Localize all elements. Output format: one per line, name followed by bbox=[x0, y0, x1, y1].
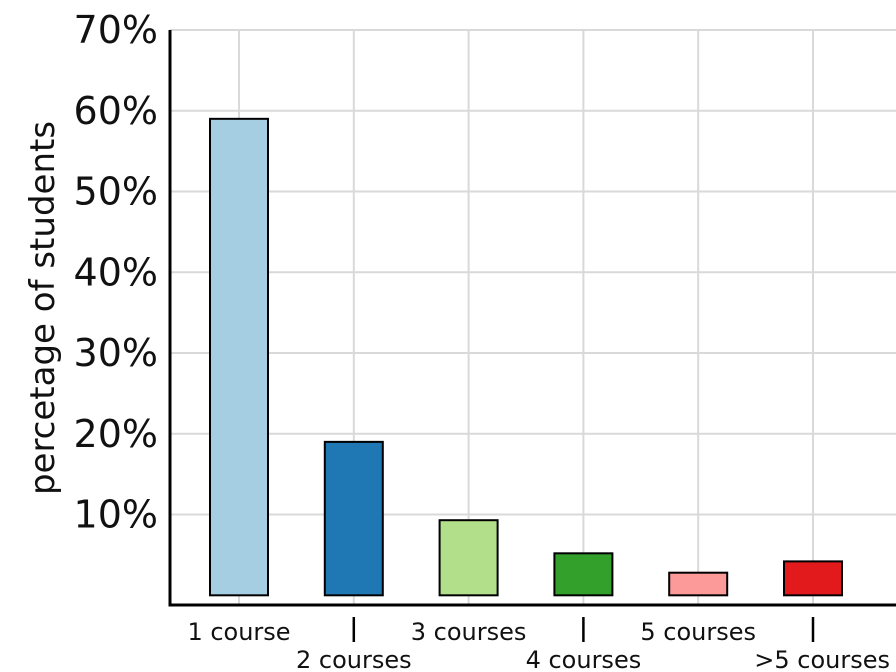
x-tick-label: 4 courses bbox=[526, 646, 642, 672]
y-tick-label: 70% bbox=[74, 8, 158, 52]
x-tick-label: 1 course bbox=[187, 618, 290, 646]
y-tick-label: 20% bbox=[74, 412, 158, 456]
y-tick-label: 40% bbox=[74, 250, 158, 294]
y-tick-label: 60% bbox=[74, 89, 158, 133]
bar bbox=[668, 571, 729, 597]
bar bbox=[323, 440, 384, 597]
y-axis-label: percetage of students bbox=[23, 121, 63, 495]
x-tick-label: 3 courses bbox=[411, 618, 527, 646]
y-tick-label: 50% bbox=[74, 170, 158, 214]
bar bbox=[553, 552, 614, 597]
axes bbox=[168, 30, 896, 607]
grid-lines bbox=[170, 29, 896, 605]
y-tick-labels: 10% 20% 30% 40% 50% 60% 70% bbox=[74, 8, 158, 537]
x-tick-label: >5 courses bbox=[754, 646, 890, 672]
bar bbox=[783, 560, 843, 597]
y-tick-label: 10% bbox=[74, 493, 158, 537]
y-tick-label: 30% bbox=[74, 331, 158, 375]
x-tick-label: 5 courses bbox=[640, 618, 756, 646]
x-tick-label: 2 courses bbox=[296, 646, 412, 672]
bar bbox=[438, 519, 499, 597]
bars bbox=[209, 117, 843, 597]
bar bbox=[209, 117, 269, 597]
